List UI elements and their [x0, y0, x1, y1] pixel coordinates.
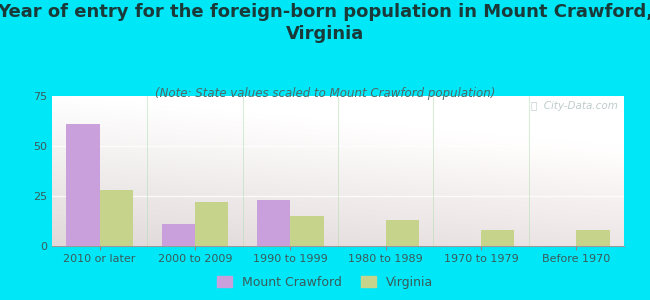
- Bar: [257, 200, 291, 246]
- Bar: [385, 220, 419, 246]
- Text: ⓘ  City-Data.com: ⓘ City-Data.com: [532, 100, 618, 110]
- Bar: [99, 190, 133, 246]
- Bar: [162, 224, 195, 246]
- Bar: [577, 230, 610, 246]
- Bar: [195, 202, 228, 246]
- Text: Year of entry for the foreign-born population in Mount Crawford,
Virginia: Year of entry for the foreign-born popul…: [0, 3, 650, 43]
- Text: (Note: State values scaled to Mount Crawford population): (Note: State values scaled to Mount Craw…: [155, 87, 495, 100]
- Bar: [66, 124, 99, 246]
- Bar: [291, 216, 324, 246]
- Legend: Mount Crawford, Virginia: Mount Crawford, Virginia: [212, 271, 438, 294]
- Bar: [481, 230, 514, 246]
